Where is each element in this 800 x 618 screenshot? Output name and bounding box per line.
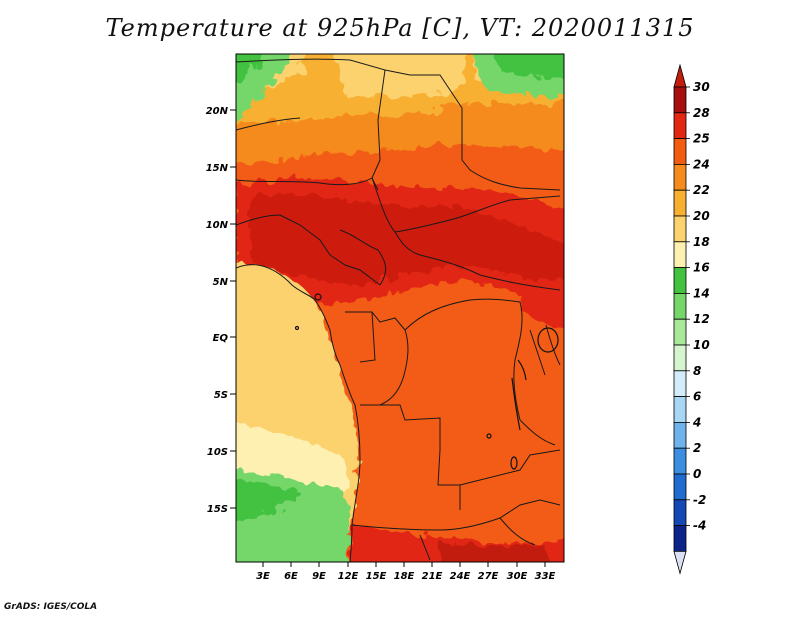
- colorbar-label: 14: [693, 286, 710, 300]
- latitude-labels: 20N 15N 10N 5N EQ 5S 10S 15S: [206, 106, 229, 515]
- lon-label: 15E: [366, 571, 387, 582]
- colorbar-label: 12: [693, 312, 710, 326]
- colorbar-swatch: [673, 267, 687, 294]
- colorbar-swatch: [673, 473, 687, 501]
- lat-label: 5N: [213, 277, 229, 288]
- colorbar-label: 4: [692, 415, 701, 429]
- colorbar-label: 20: [693, 209, 710, 223]
- colorbar-swatch: [673, 499, 687, 526]
- lat-label: 20N: [206, 106, 229, 117]
- colorbar-swatch: [673, 370, 687, 397]
- colorbar-label: 28: [693, 106, 710, 120]
- colorbar-label: 24: [693, 157, 710, 171]
- colorbar-swatch: [673, 292, 687, 320]
- lat-label: 10S: [207, 447, 228, 458]
- colorbar-label: 16: [693, 261, 710, 275]
- lon-label: 18E: [394, 571, 415, 582]
- colorbar-label: 30: [693, 80, 710, 94]
- lon-label: 27E: [478, 571, 499, 582]
- country-borders: [236, 58, 561, 562]
- colorbar-bottom-arrow: [673, 551, 687, 575]
- lon-label: 33E: [535, 571, 556, 582]
- colorbar-swatch: [673, 396, 687, 423]
- lakes: [294, 293, 559, 470]
- colorbar-label: 6: [693, 390, 701, 404]
- lon-label: 30E: [507, 571, 528, 582]
- colorbar-top-arrow: [673, 63, 687, 88]
- lon-label: 3E: [256, 571, 270, 582]
- map-frame: [235, 53, 565, 563]
- colorbar-swatch: [673, 86, 687, 114]
- lon-label: 12E: [338, 571, 359, 582]
- map-ticks: [230, 109, 546, 567]
- lat-label: 10N: [206, 220, 229, 231]
- colorbar-label: -4: [693, 519, 706, 533]
- colorbar-swatch: [673, 241, 687, 269]
- longitude-labels: 3E 6E 9E 12E 15E 18E 21E 24E 27E 30E 33E: [256, 571, 555, 582]
- colorbar-swatch: [673, 525, 687, 552]
- colorbar-label: 0: [693, 467, 701, 481]
- lon-label: 21E: [422, 571, 443, 582]
- map-title: Temperature at 925hPa [C], VT: 202001131…: [105, 14, 695, 42]
- lon-label: 24E: [450, 571, 471, 582]
- colorbar-label: 2: [693, 441, 701, 455]
- colorbar-label: 18: [693, 235, 710, 249]
- colorbar-swatch: [673, 344, 687, 372]
- colorbar-swatch: [673, 215, 687, 243]
- lat-label: 5S: [214, 390, 228, 401]
- colorbar-swatch: [673, 421, 687, 449]
- lat-label: EQ: [213, 333, 229, 344]
- footer-credit: GrADS: IGES/COLA: [4, 602, 98, 612]
- lon-label: 6E: [284, 571, 298, 582]
- lat-label: 15N: [206, 163, 229, 174]
- map-figure: 20N 15N 10N 5N EQ 5S 10S 15S 3E 6E 9E 12…: [206, 53, 710, 582]
- temperature-field: [236, 54, 564, 562]
- colorbar-label: 22: [693, 183, 710, 197]
- colorbar-swatch: [673, 112, 687, 140]
- colorbar-label: 8: [693, 364, 701, 378]
- colorbar-swatch: [673, 189, 687, 217]
- colorbar-swatch: [673, 318, 687, 346]
- colorbar-label: 10: [693, 338, 710, 352]
- lat-label: 15S: [207, 504, 228, 515]
- lon-label: 9E: [312, 571, 326, 582]
- colorbar-swatch: [673, 138, 687, 165]
- colorbar-label: 25: [693, 132, 710, 146]
- colorbar-swatch: [673, 163, 687, 191]
- colorbar-swatch: [673, 447, 687, 475]
- colorbar-label: -2: [693, 493, 706, 507]
